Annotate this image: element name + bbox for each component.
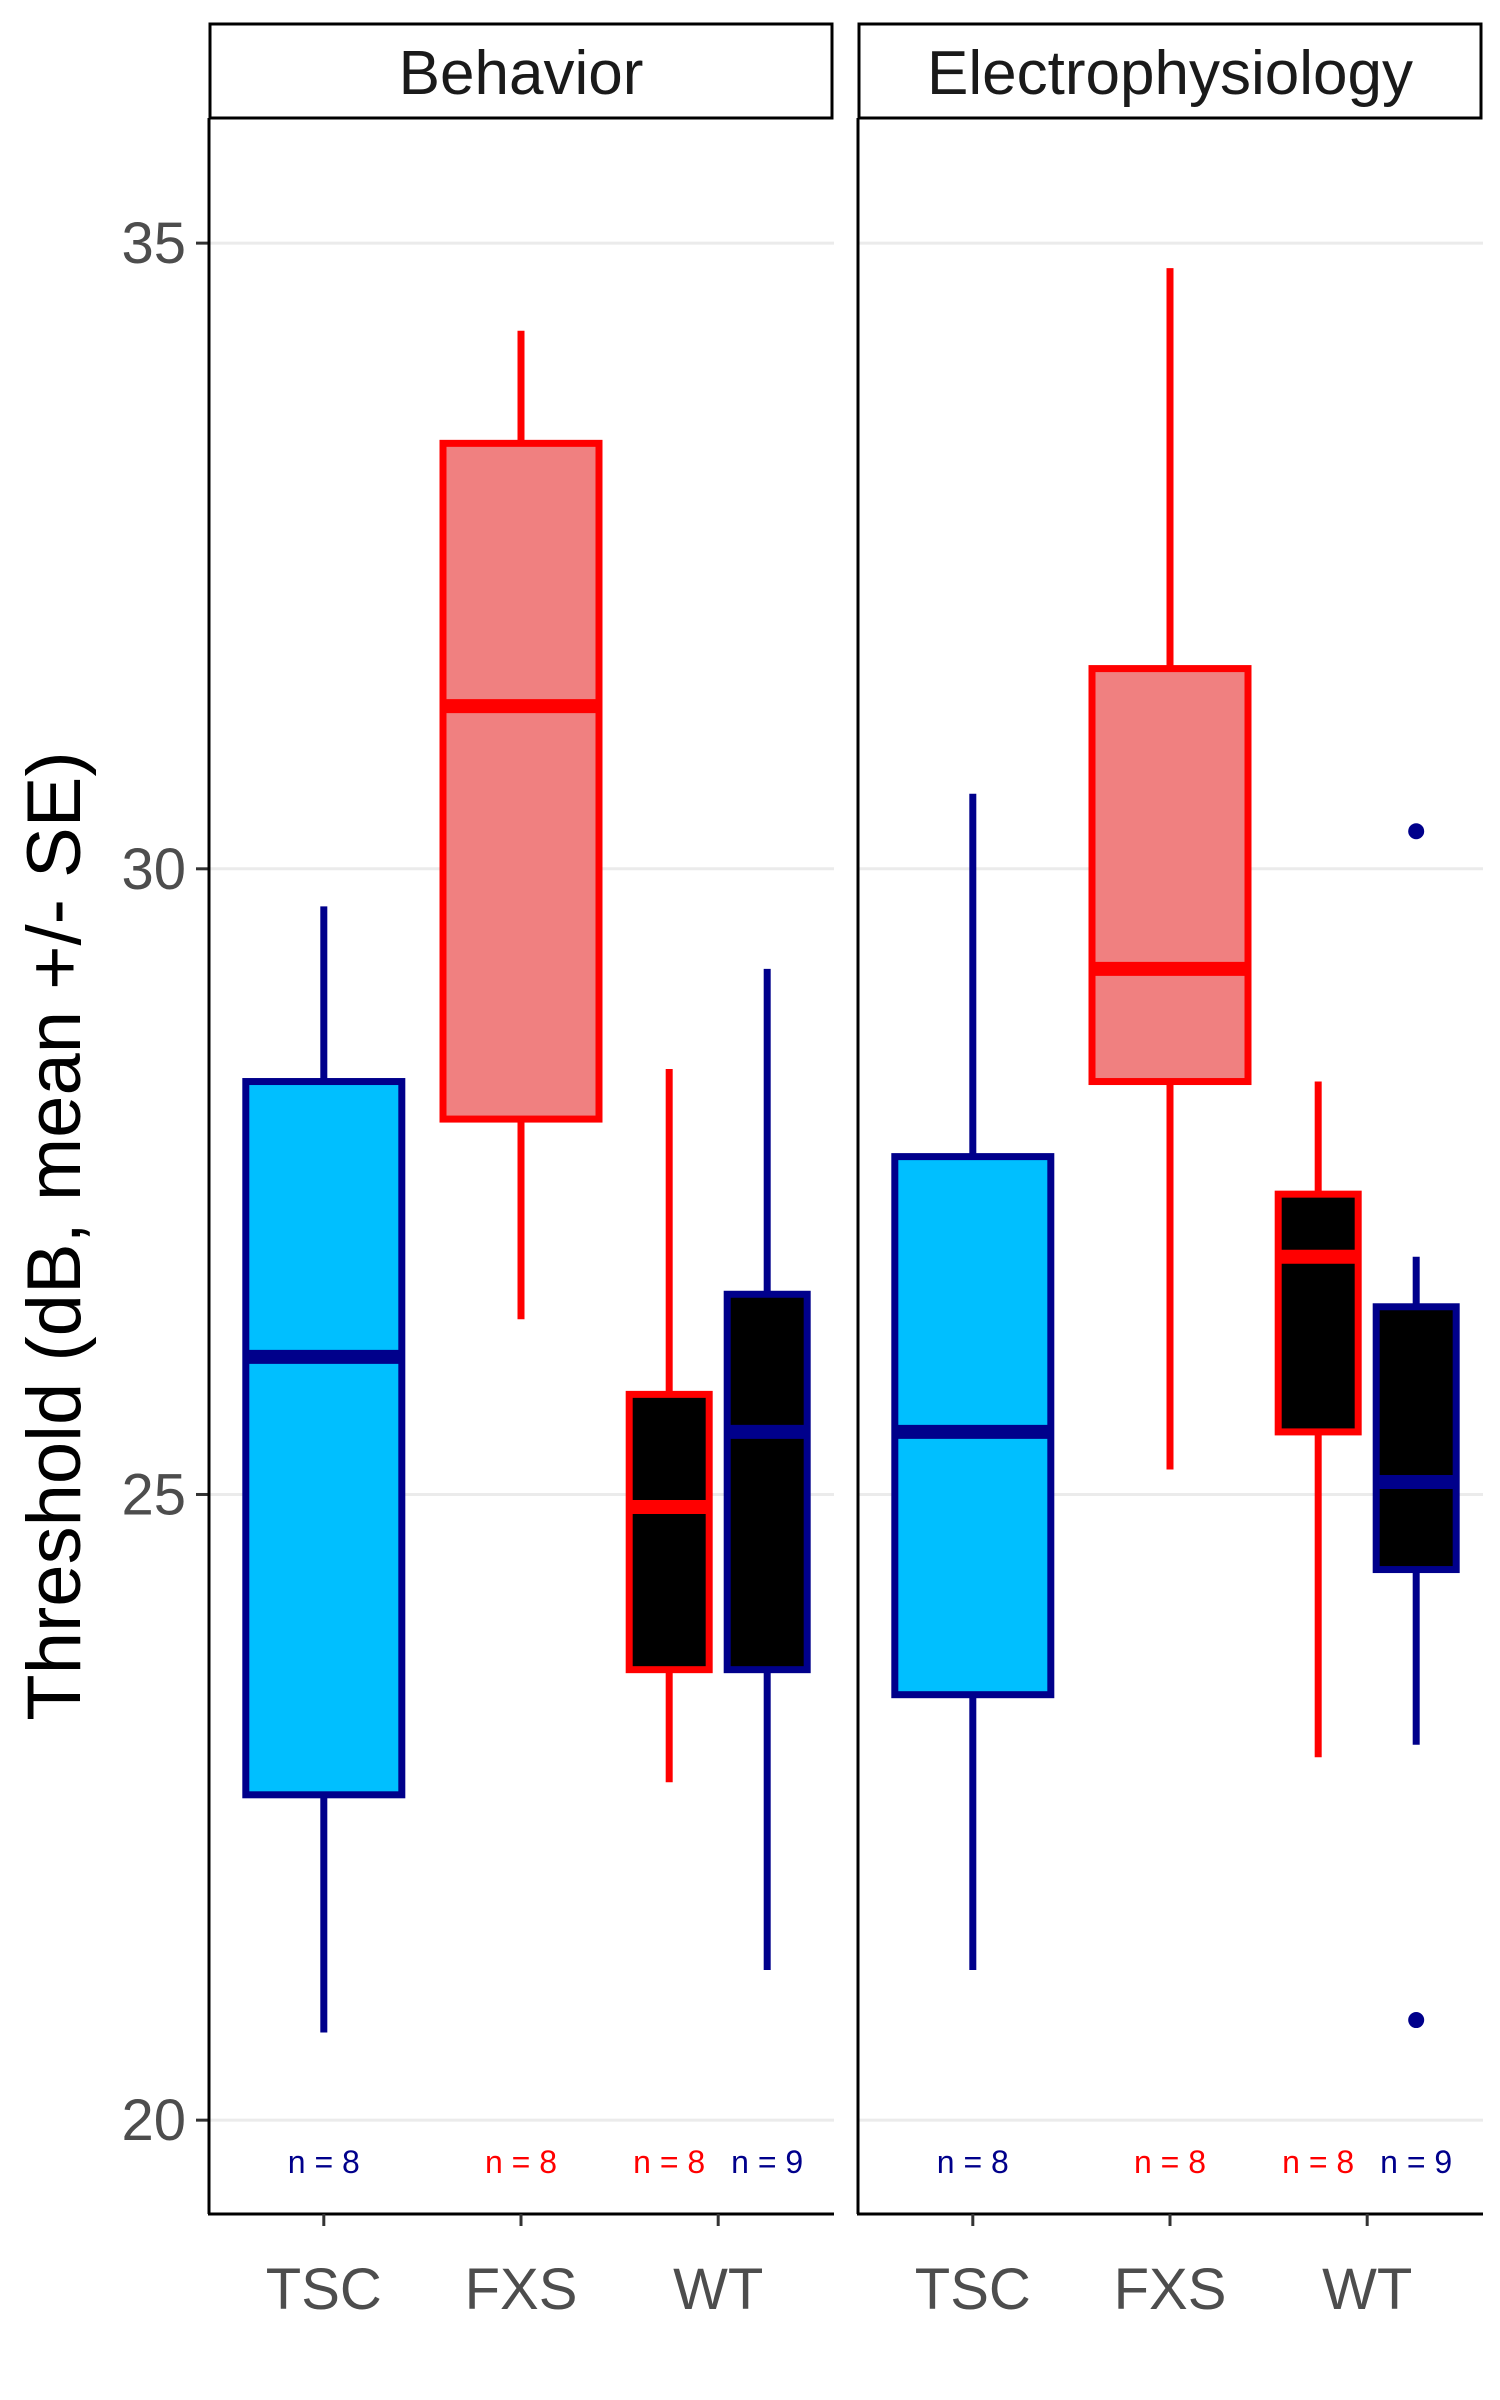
box-rect xyxy=(625,1390,713,1674)
n-label: n = 8 xyxy=(1134,2144,1206,2180)
n-label: n = 8 xyxy=(633,2144,705,2180)
box-rect xyxy=(439,439,603,1123)
y-axis-label: Threshold (dB, mean +/- SE) xyxy=(12,751,97,1720)
y-tick-label: 25 xyxy=(121,1462,186,1527)
x-tick-label: TSC xyxy=(266,2257,382,2322)
panel-title: Behavior xyxy=(399,39,644,108)
box-rect xyxy=(1088,665,1252,1086)
y-tick-label: 20 xyxy=(121,2088,186,2153)
box-rect xyxy=(1274,1190,1362,1436)
x-tick-label: WT xyxy=(1322,2257,1412,2322)
x-tick-label: TSC xyxy=(915,2257,1031,2322)
n-label: n = 8 xyxy=(485,2144,557,2180)
box-rect xyxy=(242,1078,406,1799)
y-tick-label: 35 xyxy=(121,211,186,276)
panel-strip xyxy=(208,22,834,120)
panel-title: Electrophysiology xyxy=(927,39,1413,108)
box-rect xyxy=(723,1290,811,1674)
box-outlier xyxy=(1408,2012,1425,2029)
x-tick-label: FXS xyxy=(1114,2257,1227,2322)
box-rect xyxy=(1372,1303,1460,1574)
n-label: n = 9 xyxy=(1380,2144,1452,2180)
x-tick-label: FXS xyxy=(465,2257,578,2322)
n-label: n = 8 xyxy=(1282,2144,1354,2180)
x-tick-label: WT xyxy=(673,2257,763,2322)
n-label: n = 8 xyxy=(937,2144,1009,2180)
n-label: n = 9 xyxy=(731,2144,803,2180)
box-outlier xyxy=(1408,823,1425,840)
n-label: n = 8 xyxy=(288,2144,360,2180)
panel-strip xyxy=(857,22,1483,120)
y-tick-label: 30 xyxy=(121,837,186,902)
